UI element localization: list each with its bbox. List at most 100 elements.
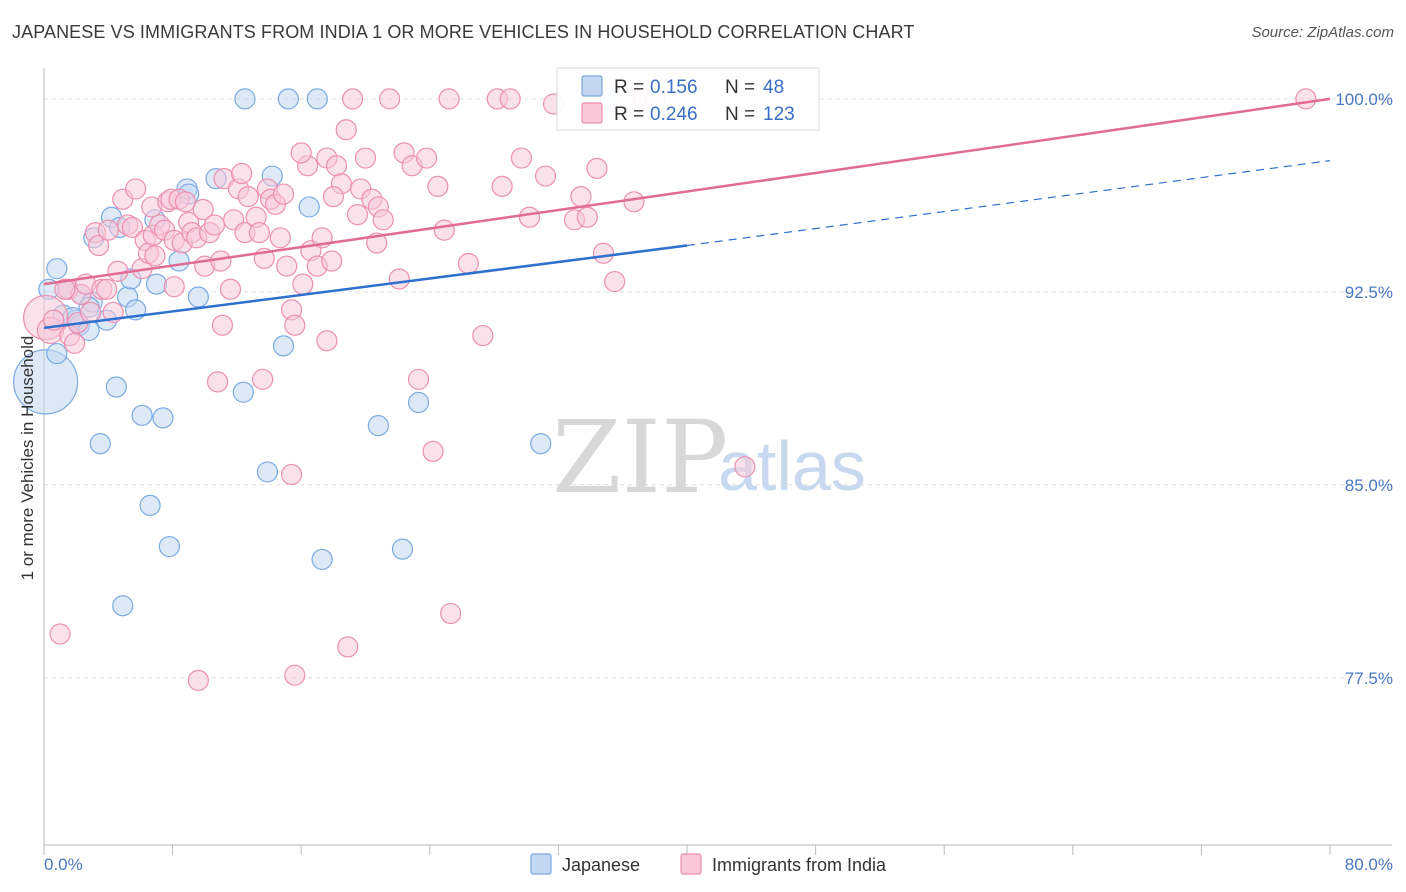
x-tick-label-0: 0.0% <box>44 855 83 874</box>
legend-r-value-1: 0.246 <box>650 104 698 125</box>
chart-title: JAPANESE VS IMMIGRANTS FROM INDIA 1 OR M… <box>12 22 915 42</box>
watermark-zip: ZIP <box>552 399 728 516</box>
trend-lines <box>43 97 1331 330</box>
point-india-90 <box>491 175 513 197</box>
point-india-58 <box>284 314 306 336</box>
point-india-106 <box>1295 88 1317 110</box>
axes: 100.0% 92.5% 85.0% 77.5% 0.0% 80.0% <box>43 68 1393 874</box>
point-india-120 <box>290 142 312 164</box>
point-japanese-42 <box>407 391 430 414</box>
point-india-48 <box>237 186 259 208</box>
point-india-50 <box>248 222 271 244</box>
point-japanese-32 <box>232 381 254 403</box>
point-india-20 <box>125 178 147 200</box>
point-india-117 <box>144 245 166 267</box>
point-india-69 <box>342 88 364 110</box>
point-japanese-24 <box>152 407 174 429</box>
point-india-118 <box>163 276 185 298</box>
point-japanese-2 <box>46 258 68 280</box>
point-india-14 <box>96 278 118 300</box>
point-india-65 <box>321 250 343 272</box>
point-india-10 <box>80 301 102 324</box>
y-tick-label-2: 85.0% <box>1345 476 1393 495</box>
point-india-3 <box>49 623 71 645</box>
point-india-82 <box>422 440 444 462</box>
point-india-111 <box>187 669 209 691</box>
point-japanese-15 <box>105 376 127 398</box>
point-india-37 <box>192 198 214 221</box>
point-india-112 <box>284 664 306 686</box>
point-india-101 <box>604 270 626 293</box>
legend-n-label-1: N = <box>725 104 755 125</box>
point-india-121 <box>322 186 344 208</box>
point-japanese-25 <box>158 535 180 558</box>
point-japanese-39 <box>311 548 333 571</box>
point-india-92 <box>510 147 533 169</box>
legend-n-value-0: 48 <box>763 77 784 98</box>
point-india-105 <box>734 456 756 478</box>
point-japanese-3 <box>46 342 68 365</box>
point-japanese-38 <box>306 88 328 110</box>
point-japanese-41 <box>391 538 414 560</box>
point-india-107 <box>252 368 274 390</box>
point-india-70 <box>346 204 369 226</box>
bottom-legend-swatch-1 <box>680 853 702 875</box>
point-india-85 <box>438 88 460 110</box>
point-india-59 <box>292 273 314 295</box>
point-japanese-40 <box>367 415 389 437</box>
point-india-40 <box>203 214 225 236</box>
y-tick-label-3: 77.5% <box>1345 669 1393 688</box>
point-japanese-35 <box>272 335 295 357</box>
bottom-legend-swatch-0 <box>530 853 552 875</box>
point-india-43 <box>219 278 242 300</box>
legend-swatch-0 <box>581 75 603 97</box>
point-india-68 <box>335 119 357 141</box>
point-india-84 <box>433 219 455 241</box>
point-india-76 <box>379 88 401 110</box>
point-india-91 <box>499 88 521 110</box>
point-india-80 <box>407 368 430 390</box>
point-india-46 <box>231 162 253 185</box>
point-india-33 <box>174 191 197 213</box>
point-japanese-26 <box>168 250 190 272</box>
trend-line-india <box>43 97 1331 286</box>
point-japanese-0 <box>13 349 79 415</box>
point-japanese-29 <box>187 286 209 308</box>
x-tick-label-1: 80.0% <box>1345 855 1393 874</box>
bottom-legend-label-0: Japanese <box>562 855 640 875</box>
point-india-97 <box>570 186 592 208</box>
point-japanese-12 <box>89 433 111 455</box>
data-points <box>13 88 1317 691</box>
point-japanese-31 <box>234 88 256 110</box>
point-india-88 <box>472 324 494 347</box>
point-india-94 <box>534 165 557 187</box>
point-india-86 <box>440 602 462 625</box>
point-japanese-36 <box>277 88 299 110</box>
point-india-119 <box>269 227 291 249</box>
legend-r-label-1: R = <box>614 104 644 125</box>
point-india-99 <box>586 157 608 179</box>
point-india-116 <box>97 219 119 241</box>
point-india-102 <box>623 191 645 213</box>
point-india-55 <box>272 183 295 205</box>
trend-line-japanese-extension <box>686 160 1331 247</box>
point-japanese-37 <box>298 196 320 218</box>
legend-n-value-1: 123 <box>763 104 795 125</box>
point-india-114 <box>207 371 229 393</box>
point-india-100 <box>592 242 615 264</box>
point-india-83 <box>427 175 449 197</box>
point-india-77 <box>388 268 410 290</box>
legend-r-value-0: 0.156 <box>650 77 698 98</box>
point-japanese-21 <box>139 494 161 516</box>
point-india-108 <box>280 463 303 486</box>
watermark: ZIP atlas <box>552 399 866 516</box>
point-japanese-33 <box>256 461 279 483</box>
point-india-81 <box>415 147 438 169</box>
trend-line-japanese <box>43 244 688 330</box>
legend-n-label-0: N = <box>725 77 755 98</box>
y-tick-label-0: 100.0% <box>1335 90 1393 109</box>
point-india-19 <box>121 216 144 239</box>
point-india-87 <box>457 252 479 275</box>
point-japanese-20 <box>131 404 153 426</box>
